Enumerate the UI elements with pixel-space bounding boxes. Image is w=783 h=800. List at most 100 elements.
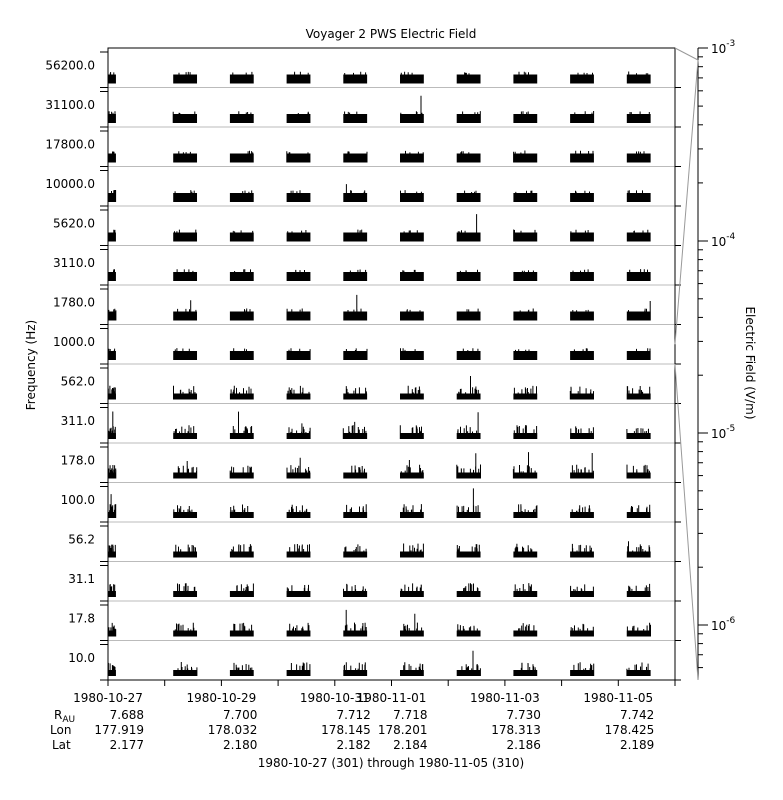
ephem-lon-value: 178.201	[378, 723, 428, 737]
data-block	[229, 670, 254, 676]
data-block	[108, 272, 116, 281]
data-block	[570, 74, 594, 84]
data-block	[229, 551, 254, 558]
data-block	[570, 472, 594, 479]
data-block	[108, 351, 116, 360]
data-spike	[346, 504, 367, 518]
frequency-tick-label: 178.0	[61, 454, 95, 468]
data-spike	[629, 269, 648, 281]
data-block	[400, 232, 424, 242]
data-block	[343, 74, 368, 84]
data-spike	[515, 349, 530, 360]
data-spike	[108, 544, 116, 558]
data-block	[229, 74, 254, 84]
data-spike	[242, 190, 253, 202]
data-spike	[286, 457, 311, 479]
data-spike	[288, 348, 311, 360]
data-spike	[626, 428, 649, 439]
data-block	[513, 670, 538, 676]
data-spike	[172, 111, 196, 123]
data-block	[570, 670, 594, 676]
colorbar-tick-label: 10-6	[711, 616, 736, 633]
data-spike	[344, 544, 367, 558]
data-spike	[513, 229, 536, 242]
data-block	[286, 433, 311, 439]
data-block	[286, 153, 311, 163]
frequency-tick-label: 17.8	[68, 612, 95, 626]
data-spike	[574, 111, 595, 123]
ephem-r-value: 7.712	[336, 708, 370, 722]
data-spike	[407, 385, 421, 400]
data-block	[343, 512, 368, 518]
data-spike	[403, 662, 424, 676]
data-block	[108, 74, 116, 84]
data-spike	[286, 308, 303, 321]
data-spike	[289, 544, 310, 558]
data-block	[400, 472, 424, 479]
data-spike	[570, 426, 594, 439]
data-spike	[176, 269, 194, 281]
data-spike	[290, 662, 311, 676]
data-block	[286, 591, 311, 597]
frequency-tick-label: 17800.0	[45, 138, 95, 152]
data-block	[173, 393, 198, 400]
ephem-r-value: 7.718	[393, 708, 427, 722]
data-block	[343, 311, 368, 321]
frequency-tick-label: 31100.0	[45, 98, 95, 112]
data-spike	[513, 425, 538, 439]
data-spike	[229, 465, 252, 479]
data-block	[286, 351, 311, 360]
x-axis: 1980-10-27 1980-10-29 1980-10-311980-11-01…	[73, 680, 676, 705]
data-block	[229, 193, 254, 202]
data-spike	[344, 71, 367, 84]
ephem-r-value: 7.688	[110, 708, 144, 722]
data-block	[456, 393, 481, 400]
data-spike	[460, 151, 470, 163]
data-spike	[286, 151, 309, 163]
data-spike	[286, 584, 309, 597]
data-spike	[230, 385, 252, 400]
data-spike	[288, 504, 308, 518]
data-spike	[108, 348, 116, 360]
data-block	[570, 630, 594, 637]
ephem-lon-value: 178.032	[208, 723, 258, 737]
data-spike	[351, 465, 365, 479]
data-spike	[461, 650, 481, 676]
data-spike	[569, 386, 594, 400]
data-block	[286, 272, 311, 281]
data-spike	[230, 504, 249, 518]
data-spike	[402, 504, 422, 518]
data-block	[400, 272, 424, 281]
data-spike	[518, 71, 529, 84]
data-spike	[400, 71, 413, 84]
data-spike	[345, 184, 366, 202]
frequency-tick-label: 10000.0	[45, 177, 95, 191]
data-block	[570, 153, 594, 163]
data-block	[626, 272, 651, 281]
data-spike	[513, 150, 526, 163]
data-spike	[626, 622, 651, 637]
ephem-r-value: 7.742	[620, 708, 654, 722]
data-spike	[177, 662, 198, 676]
data-spike	[109, 494, 117, 518]
ephem-lat-value: 2.182	[336, 738, 370, 752]
data-block	[400, 153, 424, 163]
data-spike	[520, 662, 536, 676]
data-spike	[464, 72, 470, 84]
data-spike	[232, 71, 253, 84]
data-spike	[400, 460, 424, 479]
data-spike	[403, 613, 423, 637]
data-spike	[572, 269, 589, 281]
data-spike	[575, 190, 590, 202]
data-spike	[456, 453, 481, 479]
data-block	[400, 193, 424, 202]
data-spike	[626, 464, 650, 479]
data-spike	[403, 230, 418, 242]
data-block	[173, 193, 198, 202]
data-spike	[234, 269, 251, 281]
data-spike	[400, 190, 422, 202]
data-spike	[233, 622, 253, 637]
data-block	[456, 232, 481, 242]
data-spike	[571, 543, 592, 558]
